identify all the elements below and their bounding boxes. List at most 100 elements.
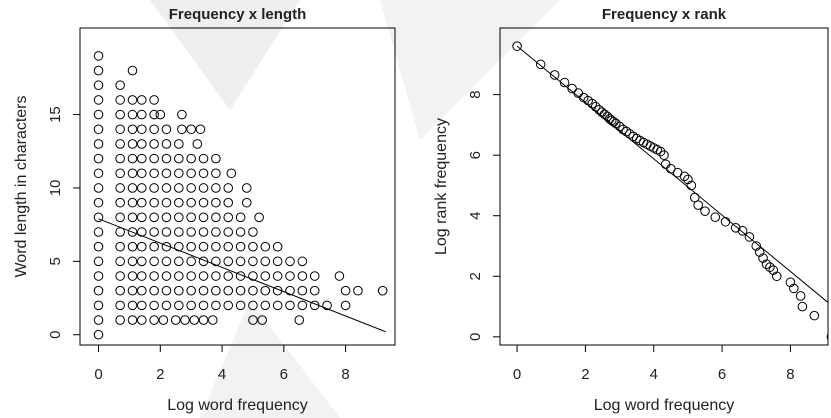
- point: [149, 153, 159, 164]
- y-tick-label: 5: [47, 257, 64, 265]
- point: [161, 183, 172, 193]
- point: [127, 183, 138, 193]
- point: [136, 183, 147, 193]
- point: [198, 256, 209, 267]
- point: [248, 300, 258, 311]
- point: [686, 180, 697, 191]
- point: [272, 271, 283, 281]
- point: [587, 98, 598, 109]
- point: [198, 227, 209, 237]
- point: [211, 271, 221, 281]
- chart-title: Frequency x rank: [602, 6, 727, 23]
- point: [285, 300, 295, 311]
- point: [127, 65, 138, 76]
- point: [161, 300, 172, 311]
- point: [260, 300, 271, 311]
- point: [127, 109, 138, 120]
- point: [127, 271, 138, 281]
- point: [235, 256, 246, 267]
- point: [127, 153, 138, 164]
- point: [223, 183, 234, 193]
- point: [186, 241, 196, 252]
- point: [127, 315, 138, 325]
- point: [93, 124, 104, 135]
- point: [136, 109, 147, 120]
- point: [149, 300, 159, 311]
- point: [272, 256, 283, 267]
- plot-box: [499, 27, 829, 346]
- point: [297, 256, 308, 267]
- point: [161, 271, 172, 281]
- point: [186, 212, 196, 223]
- point: [211, 212, 221, 223]
- point: [195, 124, 206, 135]
- watermark: [200, 300, 340, 418]
- point: [758, 253, 768, 263]
- point: [710, 212, 721, 223]
- x-axis-title: Log word frequency: [167, 397, 308, 414]
- watermark: [380, 0, 560, 140]
- point: [309, 300, 320, 311]
- point: [241, 197, 252, 208]
- point: [614, 121, 625, 132]
- point: [241, 183, 252, 193]
- point: [226, 168, 237, 179]
- x-tick-label: 4: [218, 366, 226, 383]
- point: [127, 241, 138, 252]
- point: [174, 241, 184, 252]
- point: [198, 183, 209, 193]
- point: [223, 241, 234, 252]
- point: [211, 256, 221, 267]
- point: [186, 183, 196, 193]
- x-tick-label: 8: [341, 366, 349, 383]
- point: [149, 197, 159, 208]
- point: [149, 271, 159, 281]
- point: [115, 139, 125, 149]
- point: [260, 256, 271, 267]
- point: [211, 227, 221, 237]
- point: [136, 256, 147, 267]
- point: [177, 109, 187, 120]
- point: [235, 241, 246, 252]
- point: [235, 212, 246, 223]
- point: [149, 124, 159, 135]
- point: [211, 285, 221, 296]
- point: [161, 168, 172, 179]
- point: [136, 271, 147, 281]
- point: [211, 197, 221, 208]
- point: [597, 107, 607, 117]
- y-tick-label: 10: [47, 180, 64, 197]
- point: [659, 150, 669, 160]
- point: [149, 183, 159, 193]
- point: [655, 146, 666, 157]
- point: [625, 129, 635, 139]
- point: [93, 300, 104, 311]
- plot-area: [512, 41, 828, 341]
- point: [155, 109, 166, 120]
- point: [136, 95, 147, 105]
- point: [257, 315, 268, 325]
- point: [334, 271, 345, 281]
- point: [720, 216, 731, 227]
- point: [170, 315, 181, 325]
- point: [198, 315, 209, 325]
- point: [309, 271, 320, 281]
- point: [309, 285, 320, 296]
- point: [559, 77, 570, 88]
- point: [161, 256, 172, 267]
- point: [211, 241, 221, 252]
- point: [693, 200, 703, 210]
- point: [177, 124, 187, 135]
- point: [285, 285, 295, 296]
- y-tick-label: 8: [467, 90, 484, 98]
- point: [211, 153, 221, 164]
- point: [294, 315, 305, 325]
- y-tick-label: 2: [467, 272, 484, 280]
- point: [621, 126, 632, 137]
- x-tick-label: 0: [94, 366, 102, 383]
- point: [115, 256, 125, 267]
- x-tick-label: 6: [280, 366, 288, 383]
- point: [93, 51, 104, 61]
- point: [198, 153, 209, 164]
- point: [272, 300, 283, 311]
